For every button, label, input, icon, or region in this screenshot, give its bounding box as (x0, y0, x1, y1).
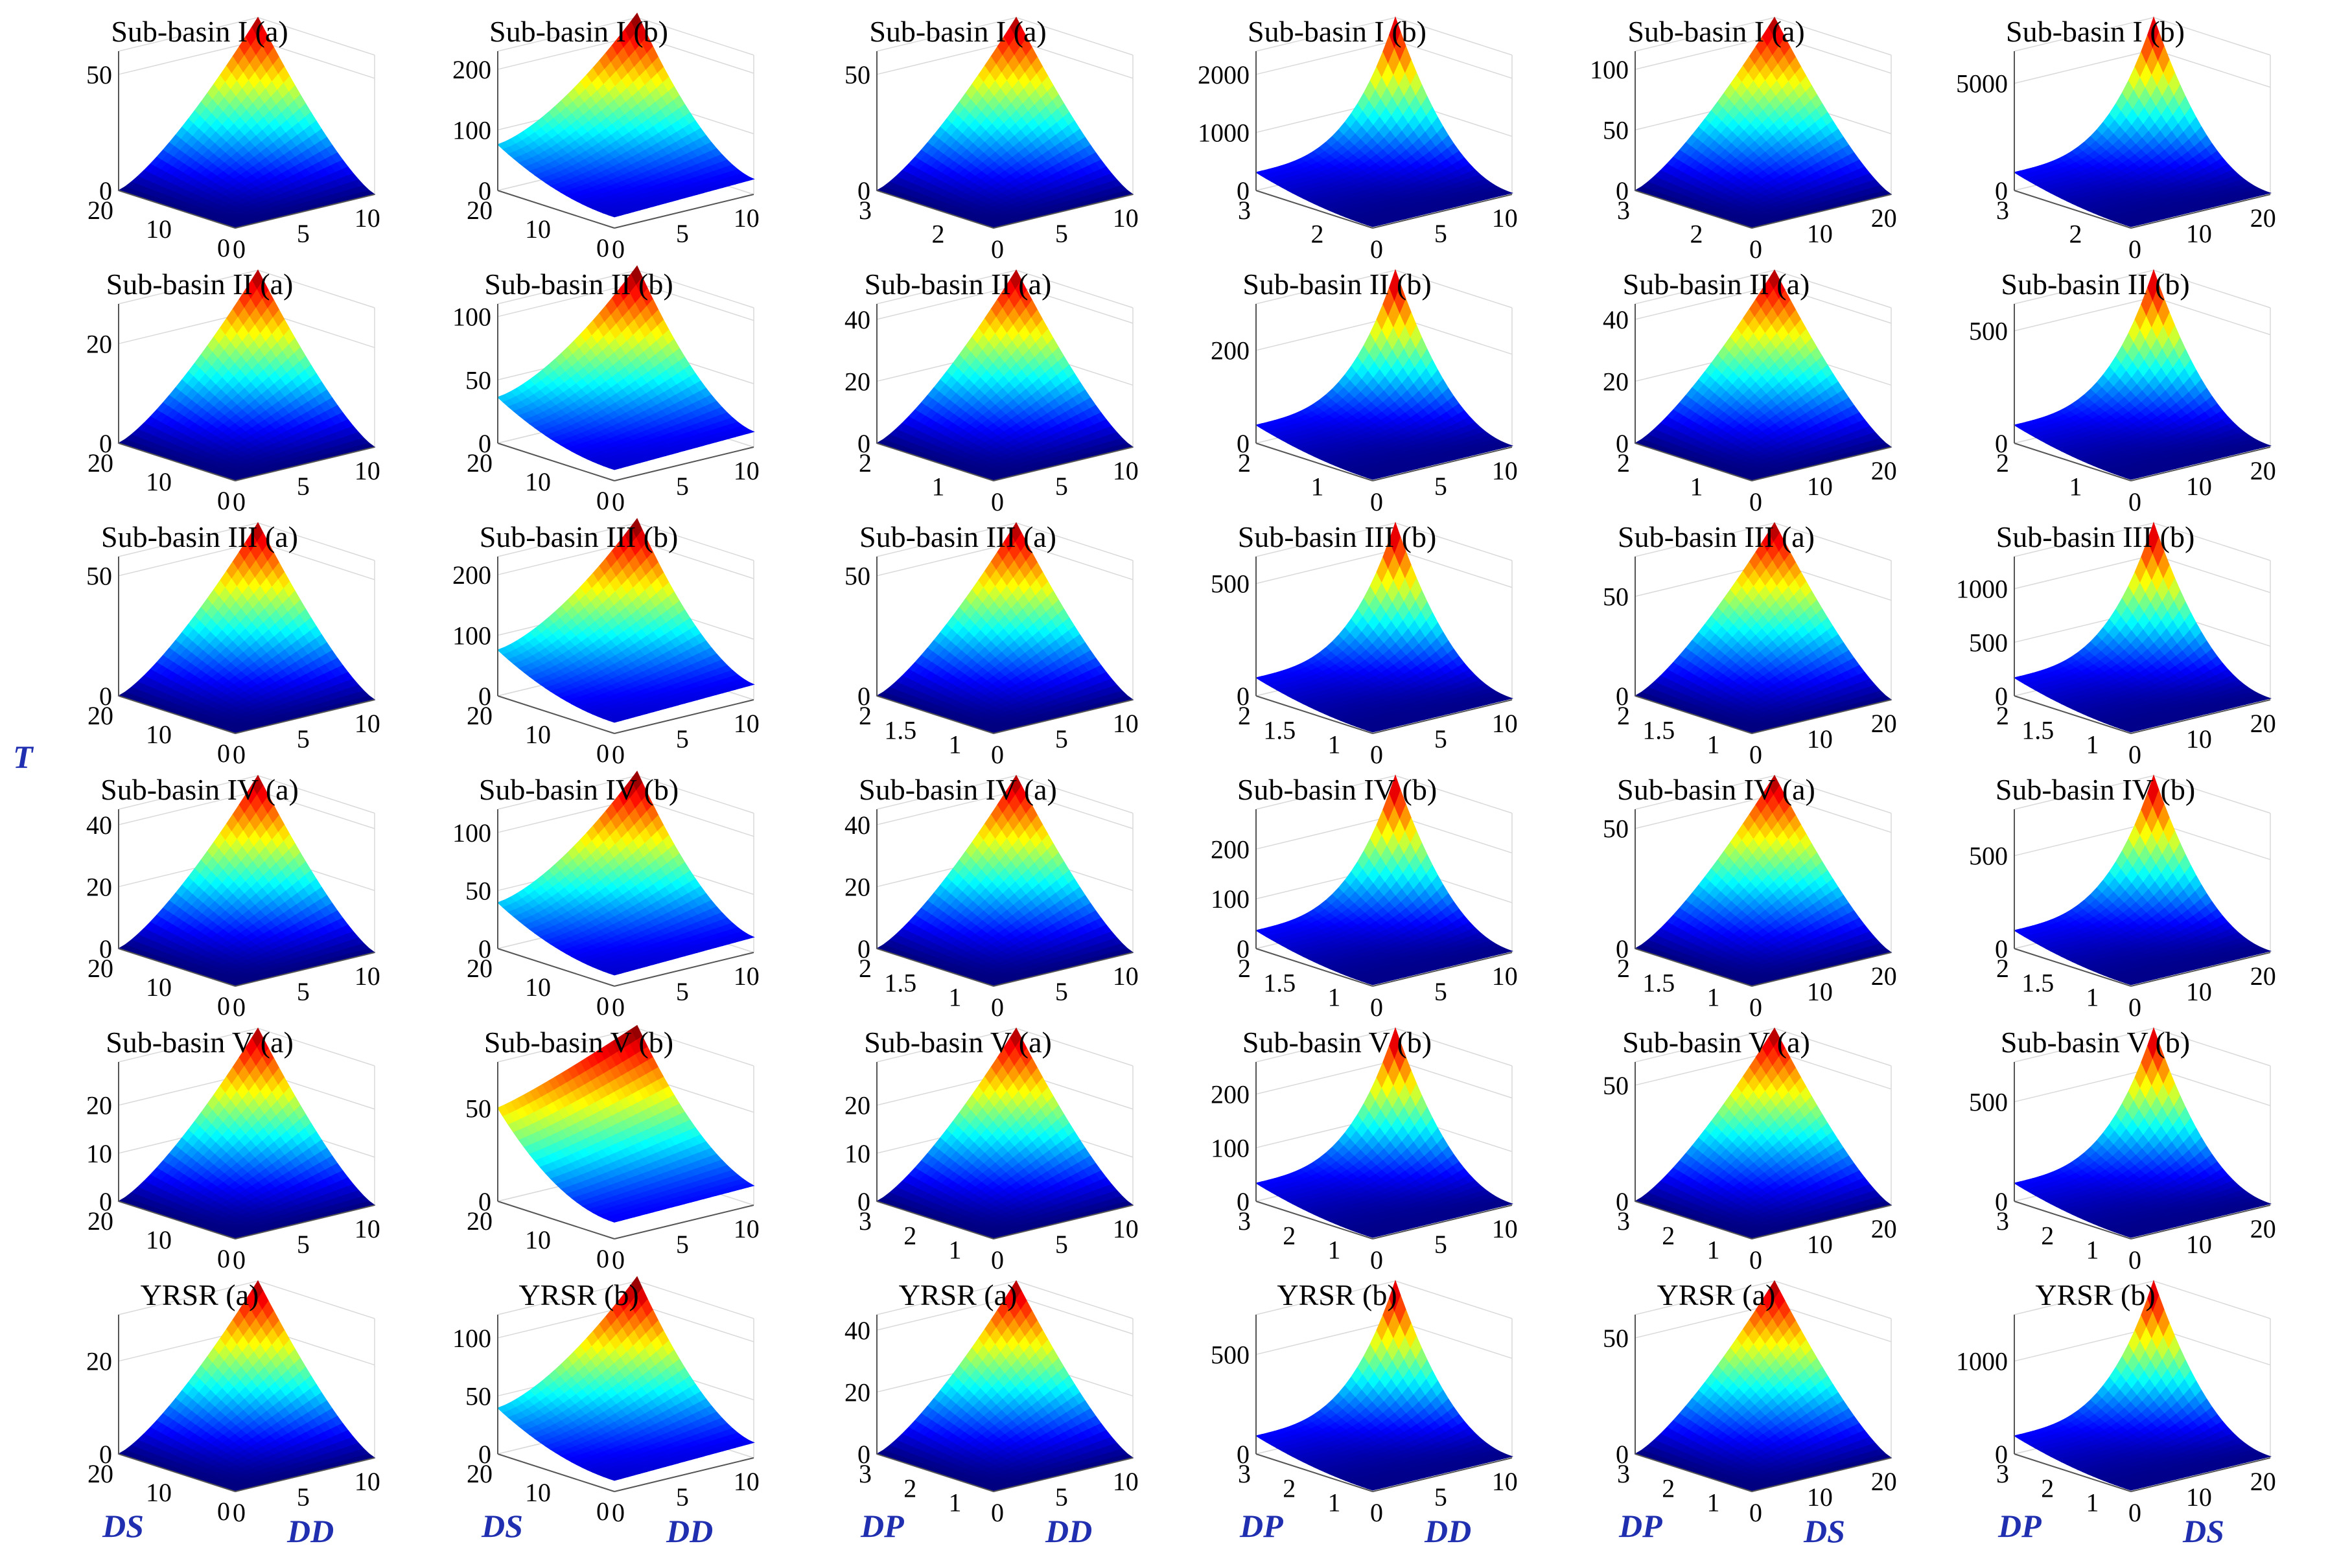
x-tick-label: 0 (233, 487, 246, 516)
x-tick-label: 5 (1055, 472, 1068, 501)
surface-mesh (1634, 16, 1892, 229)
x-tick-label: 0 (233, 235, 246, 264)
y-tick-label: 0 (596, 233, 609, 262)
x-tick-label: 10 (1492, 203, 1518, 233)
y-tick-label: 0 (596, 486, 609, 515)
surface-mesh (117, 16, 376, 229)
panel-title: Sub-basin I (b) (1248, 15, 1426, 48)
x-tick-label: 0 (991, 235, 1004, 264)
y-tick-label: 20 (467, 196, 493, 225)
panel-title: Sub-basin I (a) (111, 15, 288, 48)
y-tick-label: 3 (1238, 196, 1251, 225)
panel-title: Sub-basin I (a) (869, 15, 1046, 48)
panel-title: Sub-basin II (a) (106, 268, 294, 301)
y-tick-label: 10 (146, 467, 172, 496)
surface-mesh (117, 269, 376, 481)
x-tick-label: 10 (355, 456, 380, 485)
panel-title: Sub-basin I (a) (1627, 15, 1804, 48)
surface-mesh (1255, 269, 1514, 480)
y-tick-label: 1 (932, 472, 945, 501)
z-tick-label: 50 (86, 60, 112, 89)
z-tick-label: 200 (452, 55, 491, 84)
x-tick-label: 10 (1113, 203, 1139, 233)
surface-mesh (876, 269, 1134, 481)
panel-title: Sub-basin II (b) (484, 268, 673, 301)
x-tick-label: 0 (991, 487, 1004, 516)
y-tick-label: 3 (1996, 196, 2009, 225)
y-tick-label: 20 (87, 448, 113, 478)
z-tick-label: 50 (465, 365, 491, 395)
x-tick-label: 5 (297, 219, 310, 248)
x-tick-label: 0 (612, 487, 625, 516)
y-tick-label: 2 (1690, 219, 1703, 248)
y-tick-label: 10 (146, 214, 172, 244)
x-tick-label: 10 (355, 203, 380, 233)
x-tick-label: 20 (2250, 203, 2276, 233)
z-tick-label: 5000 (1956, 69, 2008, 98)
x-tick-label: 0 (1749, 235, 1762, 264)
z-tick-label: 20 (844, 367, 870, 396)
panel-title: Sub-basin I (b) (489, 15, 668, 48)
z-tick-label: 50 (844, 60, 870, 89)
y-tick-label: 2 (1311, 219, 1324, 248)
x-tick-label: 10 (734, 203, 760, 233)
z-tick-label: 100 (1590, 55, 1629, 84)
x-tick-label: 10 (734, 456, 760, 485)
surface-mesh (2013, 16, 2272, 227)
x-tick-label: 10 (1807, 219, 1833, 248)
panel-title: Sub-basin I (b) (2006, 15, 2185, 48)
z-tick-label: 2000 (1198, 60, 1250, 89)
x-tick-label: 5 (676, 472, 689, 501)
z-tick-label: 20 (86, 329, 112, 358)
x-tick-label: 20 (1871, 203, 1897, 233)
surface-mesh (876, 16, 1134, 229)
y-tick-label: 20 (467, 448, 493, 478)
x-tick-label: 10 (2186, 219, 2212, 248)
x-tick-label: 5 (1434, 219, 1447, 248)
y-tick-label: 0 (217, 486, 230, 515)
z-tick-label: 50 (1603, 116, 1629, 145)
z-tick-label: 100 (452, 116, 491, 145)
x-tick-label: 5 (1055, 219, 1068, 248)
y-tick-label: 3 (859, 196, 872, 225)
y-tick-label: 0 (217, 233, 230, 262)
y-tick-label: 10 (525, 467, 551, 496)
y-tick-label: 2 (2069, 219, 2082, 248)
z-tick-label: 40 (844, 305, 870, 334)
surface-mesh (1255, 16, 1514, 227)
x-tick-label: 10 (1113, 456, 1139, 485)
x-tick-label: 0 (1370, 235, 1383, 264)
y-tick-label: 20 (87, 196, 113, 225)
y-tick-label: 3 (1617, 196, 1630, 225)
y-tick-label: 2 (932, 219, 945, 248)
y-tick-label: 10 (525, 214, 551, 244)
z-tick-label: 100 (452, 303, 491, 332)
x-tick-label: 5 (676, 219, 689, 248)
x-tick-label: 0 (2128, 235, 2141, 264)
x-tick-label: 0 (612, 235, 625, 264)
x-tick-label: 5 (297, 472, 310, 501)
y-tick-label: 2 (859, 448, 872, 478)
panel-title: Sub-basin II (a) (865, 268, 1052, 301)
z-tick-label: 1000 (1198, 118, 1250, 147)
